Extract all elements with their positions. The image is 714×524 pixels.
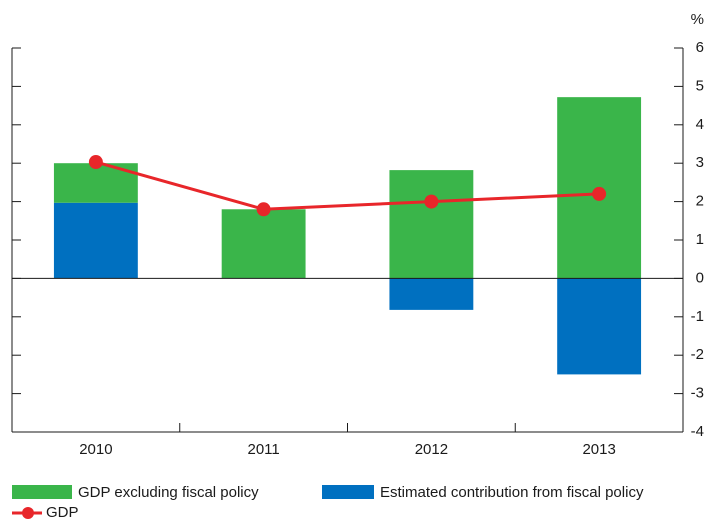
y-tick-label: 6 [696,39,704,56]
bar [389,170,474,279]
y-tick-label: 4 [696,116,704,133]
x-tick-label: 2012 [415,441,448,458]
line-marker [256,202,271,217]
legend-swatch [322,485,374,499]
legend-label: GDP [46,504,79,521]
y-tick-label: 0 [696,269,704,286]
line [95,160,600,211]
y-tick-label: 1 [696,231,704,248]
y-tick-label: -4 [691,423,704,440]
x-tick-label: 2011 [247,441,279,458]
y-tick-label: -3 [691,385,704,402]
y-tick-label: 2 [696,193,704,210]
y-tick-label: 5 [696,77,704,94]
y-unit: % [691,11,704,28]
bar [389,278,474,310]
x-tick-label: 2013 [582,441,615,458]
y-tick-label: -2 [691,346,704,363]
legend-marker [22,507,34,519]
line-marker [424,194,439,209]
legend-label: Estimated contribution from fiscal polic… [380,484,644,501]
bar [557,278,642,375]
line-marker [88,155,103,170]
y-tick-label: 3 [696,154,704,171]
legend-label: GDP excluding fiscal policy [78,484,259,501]
x-tick-label: 2010 [79,441,112,458]
legend-swatch [12,485,72,499]
bar [53,202,138,279]
line-marker [592,186,607,201]
bar [221,209,306,279]
y-tick-label: -1 [691,308,704,325]
